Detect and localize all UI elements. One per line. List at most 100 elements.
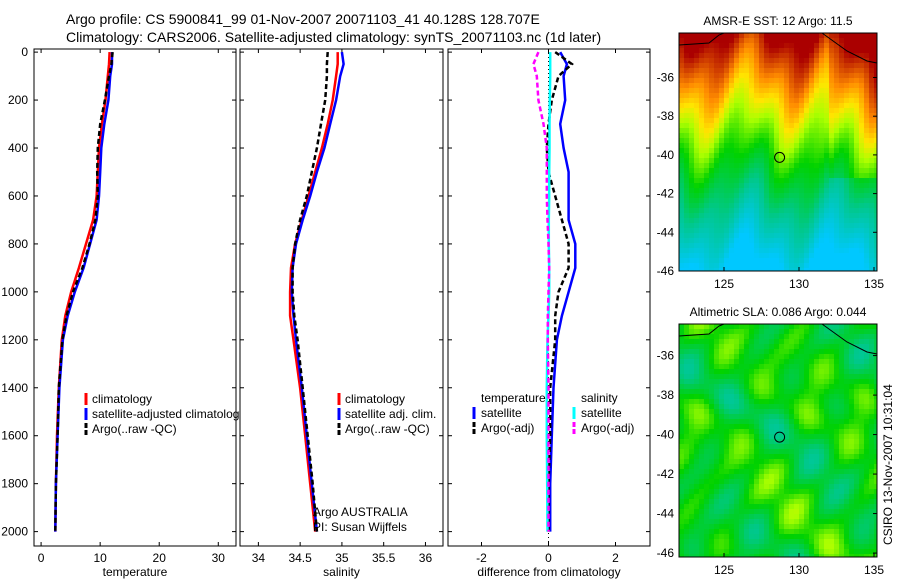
map-cell [804, 554, 809, 557]
map-cell [819, 98, 824, 103]
map-cell [699, 58, 704, 63]
map-cell [749, 63, 754, 68]
map-cell [794, 504, 799, 509]
map-cell [839, 258, 844, 263]
map-cell [839, 223, 844, 228]
map-cell [724, 344, 729, 349]
map-cell [854, 78, 859, 83]
map-cell [729, 459, 734, 464]
map-cell [759, 248, 764, 253]
map-cell [729, 369, 734, 374]
map-cell [789, 48, 794, 53]
map-cell [829, 349, 834, 354]
map-cell [699, 148, 704, 153]
map-cell [844, 128, 849, 133]
map-cell [764, 158, 769, 163]
map-cell [854, 469, 859, 474]
map-cell [834, 444, 839, 449]
map-cell [694, 43, 699, 48]
map-cell [764, 434, 769, 439]
map-cell [874, 208, 877, 213]
map-cell [869, 153, 874, 158]
map-cell [769, 339, 774, 344]
map-cell [719, 128, 724, 133]
map-cell [819, 213, 824, 218]
map-cell [869, 223, 874, 228]
map-cell [849, 389, 854, 394]
map-cell [724, 554, 729, 557]
map-cell [734, 374, 739, 379]
map-cell [779, 534, 784, 539]
map-cell [719, 148, 724, 153]
map-cell [699, 198, 704, 203]
map-cell [699, 374, 704, 379]
map-cell [719, 223, 724, 228]
y-tick-label: -38 [657, 109, 675, 123]
map-cell [829, 404, 834, 409]
map-cell [684, 163, 689, 168]
map-cell [719, 163, 724, 168]
map-cell [859, 524, 864, 529]
map-cell [829, 514, 834, 519]
map-cell [854, 238, 859, 243]
map-cell [809, 499, 814, 504]
map-cell [734, 143, 739, 148]
map-cell [814, 158, 819, 163]
map-cell [834, 168, 839, 173]
map-cell [799, 263, 804, 268]
map-cell [869, 329, 874, 334]
map-cell [719, 424, 724, 429]
map-cell [724, 218, 729, 223]
map-cell [689, 324, 694, 329]
map-cell [754, 148, 759, 153]
map-cell [859, 379, 864, 384]
map-cell [779, 78, 784, 83]
map-cell [704, 399, 709, 404]
map-cell [754, 203, 759, 208]
map-cell [819, 499, 824, 504]
map-cell [854, 539, 859, 544]
map-cell [794, 379, 799, 384]
map-cell [844, 133, 849, 138]
map-cell [734, 268, 739, 271]
map-cell [874, 68, 877, 73]
map-cell [759, 173, 764, 178]
map-cell [714, 484, 719, 489]
map-cell [714, 78, 719, 83]
map-cell [864, 379, 869, 384]
map-cell [859, 444, 864, 449]
map-cell [789, 494, 794, 499]
map-cell [734, 514, 739, 519]
map-cell [819, 238, 824, 243]
map-cell [864, 118, 869, 123]
map-cell [824, 198, 829, 203]
map-cell [839, 103, 844, 108]
map-cell [839, 464, 844, 469]
map-cell [784, 324, 789, 329]
map-cell [694, 138, 699, 143]
map-cell [689, 163, 694, 168]
map-cell [824, 258, 829, 263]
map-cell [714, 133, 719, 138]
map-cell [779, 168, 784, 173]
map-cell [874, 434, 877, 439]
map-cell [699, 263, 704, 268]
map-cell [829, 58, 834, 63]
map-cell [739, 324, 744, 329]
map-cell [749, 208, 754, 213]
map-cell [784, 429, 789, 434]
map-cell [824, 143, 829, 148]
map-cell [784, 529, 789, 534]
map-cell [774, 213, 779, 218]
map-cell [769, 554, 774, 557]
map-cell [769, 399, 774, 404]
map-cell [749, 253, 754, 258]
map-cell [749, 374, 754, 379]
map-cell [749, 88, 754, 93]
map-cell [729, 479, 734, 484]
map-cell [764, 63, 769, 68]
map-cell [794, 389, 799, 394]
map-cell [809, 479, 814, 484]
map-cell [839, 158, 844, 163]
map-cell [849, 359, 854, 364]
